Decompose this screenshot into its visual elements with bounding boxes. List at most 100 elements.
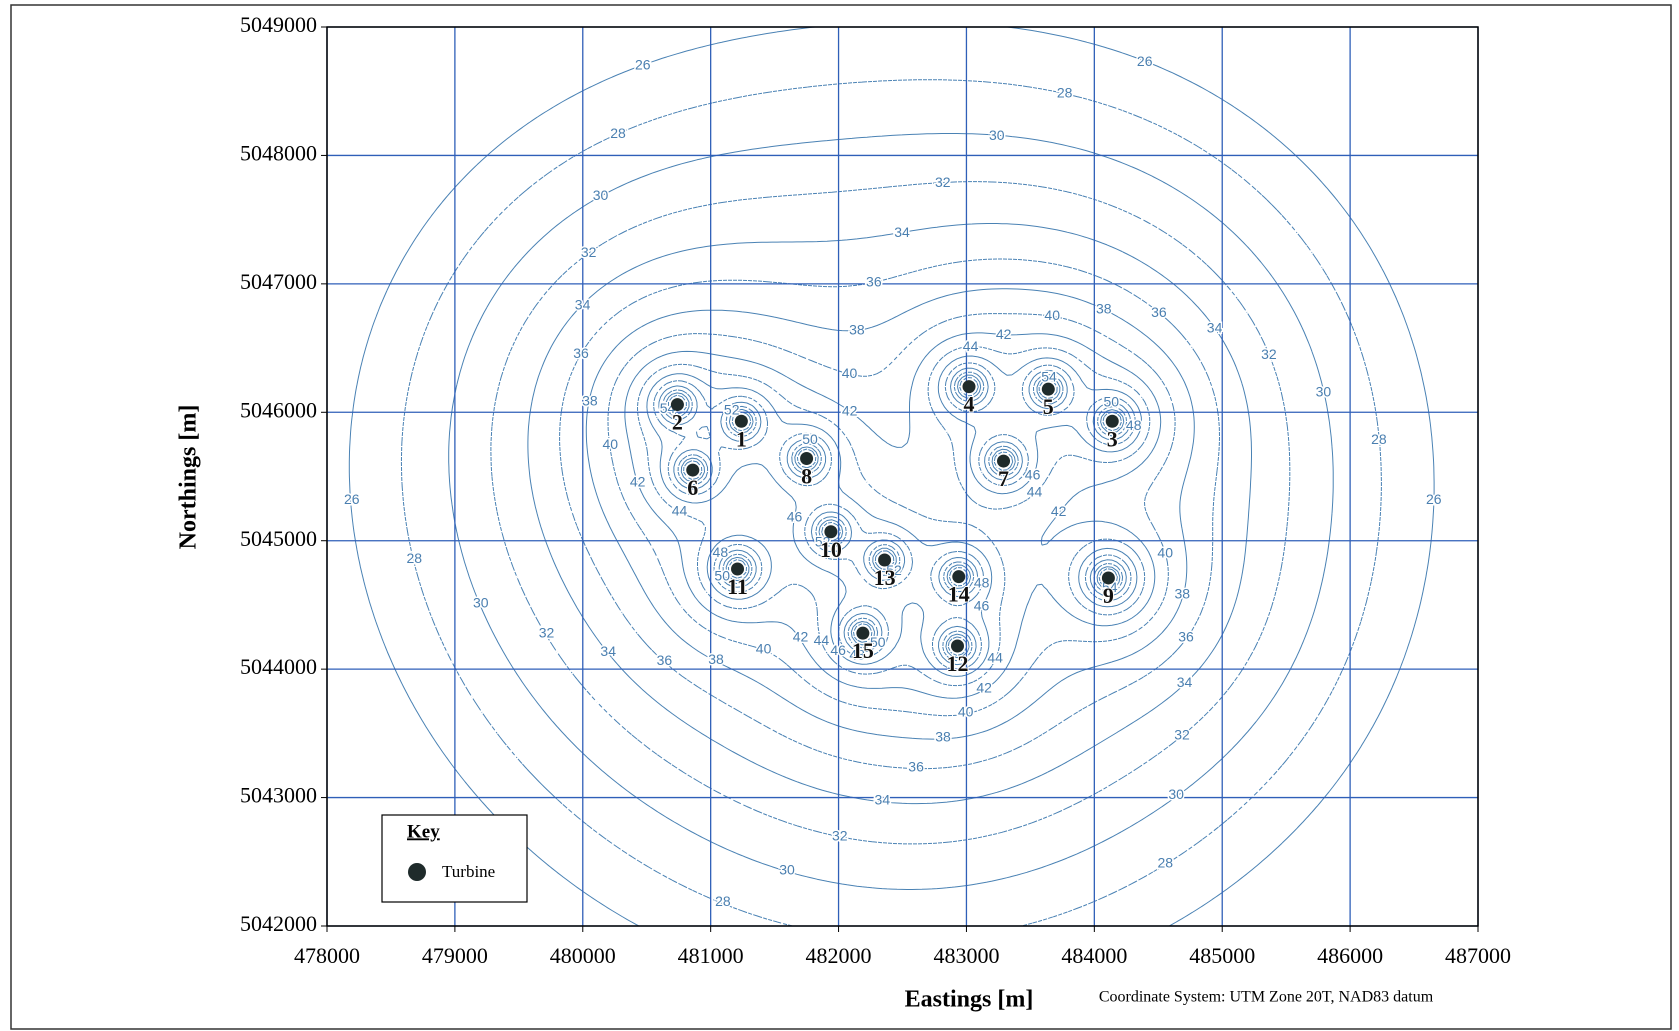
contour-line xyxy=(490,181,1291,845)
contour-label: 28 xyxy=(1057,85,1073,101)
contour-label: 44 xyxy=(963,338,979,354)
y-tick-label: 5045000 xyxy=(240,526,317,551)
turbine-marker xyxy=(800,452,814,466)
contour-label: 46 xyxy=(830,642,846,658)
contour-label: 32 xyxy=(539,625,555,641)
contour-line xyxy=(624,332,1162,699)
contour-label: 48 xyxy=(713,544,729,560)
contour-label: 48 xyxy=(1126,417,1142,433)
contour-label: 28 xyxy=(1157,854,1173,870)
contour-label: 42 xyxy=(976,679,992,695)
contour-label: 28 xyxy=(715,893,731,909)
contour-line xyxy=(662,371,1128,662)
turbine-label: 7 xyxy=(998,466,1009,491)
contour-label: 50 xyxy=(714,567,730,583)
contour-label: 34 xyxy=(894,224,910,240)
turbine-label: 1 xyxy=(736,426,747,451)
contour-label: 42 xyxy=(996,326,1012,342)
contour-label: 28 xyxy=(610,125,626,141)
turbine-marker xyxy=(997,454,1011,468)
contour-line xyxy=(348,27,1435,926)
contour-label: 44 xyxy=(987,650,1003,666)
contour-line xyxy=(667,377,1122,656)
x-tick-label: 479000 xyxy=(422,943,488,968)
x-tick-label: 481000 xyxy=(678,943,744,968)
x-tick-label: 484000 xyxy=(1061,943,1127,968)
y-tick-label: 5043000 xyxy=(240,783,317,808)
contour-label: 42 xyxy=(1051,503,1067,519)
contour-label: 26 xyxy=(344,491,360,507)
contour-label: 38 xyxy=(1174,586,1190,602)
contour-label: 48 xyxy=(849,646,865,662)
contour-label: 34 xyxy=(1207,319,1223,335)
contour-label: 40 xyxy=(1044,307,1060,323)
y-tick-label: 5047000 xyxy=(240,269,317,294)
contour-label: 46 xyxy=(787,509,803,525)
y-tick-label: 5042000 xyxy=(240,911,317,936)
contour-label: 26 xyxy=(635,56,651,72)
contour-label: 36 xyxy=(908,759,924,775)
turbine-label: 14 xyxy=(948,582,970,607)
turbine-label: 8 xyxy=(801,464,812,489)
contour-label: 42 xyxy=(842,402,858,418)
contour-label: 38 xyxy=(849,322,865,338)
page-frame xyxy=(10,4,1672,1030)
contour-line xyxy=(400,79,1382,926)
contour-labels: 2626262628282828282830303030303032323232… xyxy=(343,51,1444,910)
x-tick-label: 485000 xyxy=(1189,943,1255,968)
contour-label: 46 xyxy=(1025,466,1041,482)
turbine-label: 6 xyxy=(687,475,698,500)
legend-label: Turbine xyxy=(442,862,495,881)
coordinate-note: Coordinate System: UTM Zone 20T, NAD83 d… xyxy=(1099,989,1434,1006)
x-tick-label: 482000 xyxy=(806,943,872,968)
contour-line xyxy=(665,374,1125,659)
contour-label: 54 xyxy=(1041,369,1057,385)
contours xyxy=(348,27,1435,926)
contour-label: 44 xyxy=(1027,484,1043,500)
contour-label: 52 xyxy=(724,402,740,418)
contour-label: 30 xyxy=(593,187,609,203)
turbine-marker xyxy=(731,562,745,576)
turbine-marker xyxy=(962,380,976,394)
contour-label: 28 xyxy=(406,550,422,566)
contour-label: 36 xyxy=(657,652,673,668)
legend-marker xyxy=(408,863,426,881)
contour-label: 34 xyxy=(575,297,591,313)
contour-label: 36 xyxy=(866,274,882,290)
turbine-label: 10 xyxy=(820,537,842,562)
contour-label: 38 xyxy=(582,392,598,408)
contour-label: 32 xyxy=(1174,726,1190,742)
turbine-marker xyxy=(950,639,964,653)
contour-label: 40 xyxy=(842,365,858,381)
y-tick-label: 5044000 xyxy=(240,654,317,679)
x-tick-label: 487000 xyxy=(1445,943,1511,968)
grid xyxy=(321,26,1479,932)
contour-label: 36 xyxy=(1151,304,1167,320)
contour-label: 38 xyxy=(708,651,724,667)
turbine-marker xyxy=(1105,414,1119,428)
turbine-label: 12 xyxy=(946,651,968,676)
contour-label: 50 xyxy=(1103,393,1119,409)
turbine-label: 4 xyxy=(964,392,975,417)
contour-label: 44 xyxy=(672,502,688,518)
x-axis-title: Eastings [m] xyxy=(905,987,1034,1013)
turbine-label: 2 xyxy=(672,410,683,435)
contour-label: 42 xyxy=(630,473,646,489)
contour-label: 34 xyxy=(875,792,891,808)
turbine-label: 9 xyxy=(1103,583,1114,608)
turbine-label: 15 xyxy=(852,638,874,663)
contour-label: 26 xyxy=(1426,491,1442,507)
turbine-marker xyxy=(1041,382,1055,396)
y-tick-label: 5049000 xyxy=(240,12,317,37)
contour-label: 32 xyxy=(832,827,848,843)
contour-label: 38 xyxy=(1096,300,1112,316)
contour-line xyxy=(559,258,1220,770)
y-tick-label: 5046000 xyxy=(240,397,317,422)
turbine-marker xyxy=(686,463,700,477)
x-tick-label: 480000 xyxy=(550,943,616,968)
turbine-marker xyxy=(856,626,870,640)
turbine-marker xyxy=(1101,571,1115,585)
contour-label: 52 xyxy=(886,562,902,578)
